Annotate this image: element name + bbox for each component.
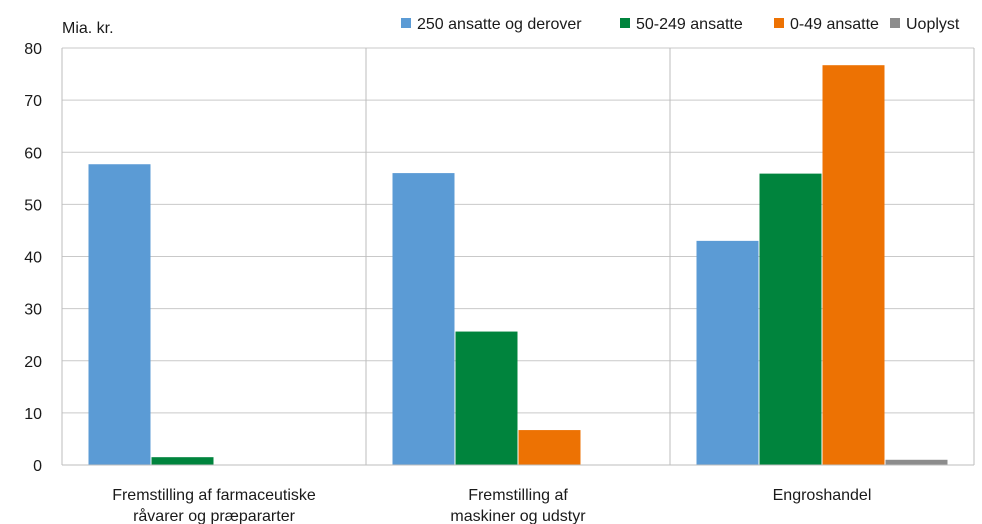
bar-3-3 [822,65,885,466]
legend-swatch [774,18,784,28]
x-category-label: Fremstilling af farmaceutiske [112,487,316,504]
y-tick-label: 0 [33,458,42,475]
legend-swatch [890,18,900,28]
legend-swatch [620,18,630,28]
bar-3-2 [518,430,581,465]
y-tick-label: 80 [24,41,42,58]
y-tick-label: 50 [24,197,42,214]
y-tick-label: 30 [24,302,42,319]
bar-2-1 [151,457,214,465]
x-category-label: Engroshandel [773,487,872,504]
x-category-label: Fremstilling af [468,487,568,504]
y-tick-label: 40 [24,250,42,267]
y-tick-label: 20 [24,354,42,371]
legend-label: 250 ansatte og derover [417,16,582,33]
legend-label: 0-49 ansatte [790,16,879,33]
y-tick-label: 10 [24,406,42,423]
bar-1-3 [696,240,759,465]
legend-swatch [401,18,411,28]
legend: 250 ansatte og derover 50-249 ansatte 0-49… [401,16,960,33]
bar-1-1 [88,164,151,465]
y-tick-label: 70 [24,93,42,110]
x-category-label: maskiner og udstyr [450,508,586,524]
x-category-label: råvarer og præpararter [133,507,296,524]
bar-1-2 [392,173,455,465]
bar-2-2 [455,331,518,465]
legend-label: Uoplyst [906,16,960,33]
bar-2-3 [759,173,822,465]
bar-4-3 [885,459,948,465]
gridlines [61,47,975,465]
axes: 0 10 20 30 40 50 60 70 80 Fremstilling af farmace… [24,41,974,524]
bars [88,65,948,466]
legend-label: 50-249 ansatte [636,16,743,33]
y-tick-label: 60 [24,145,42,162]
y-axis-unit-label: Mia. kr. [62,20,114,37]
